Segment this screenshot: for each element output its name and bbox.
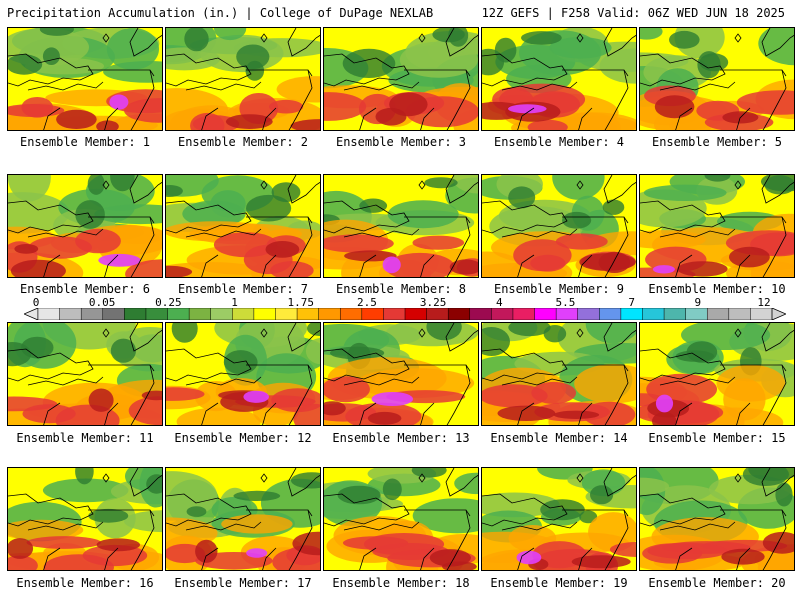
colorbar-bin [145,308,169,320]
ensemble-panel-18 [323,467,479,571]
colorbar-bin [318,308,341,320]
colorbar-bin [750,308,773,320]
member-label: Ensemble Member: 15 [648,431,786,445]
member-label: Ensemble Member: 6 [19,282,151,296]
colorbar-tick-label: 5.5 [555,296,576,309]
colorbar-bin [447,308,471,320]
colorbar-bin [80,308,104,320]
colorbar-tick-label: 1.75 [287,296,314,309]
member-label: Ensemble Member: 2 [177,135,309,149]
colorbar-tick-label: 0.25 [155,296,182,309]
member-label: Ensemble Member: 14 [490,431,628,445]
header-valid-time: 12Z GEFS | F258 Valid: 06Z WED JUN 18 20… [481,6,785,20]
colorbar-bin [167,308,190,320]
colorbar-bin [426,308,449,320]
colorbar-bin [383,308,406,320]
ensemble-panel-8 [323,174,479,278]
colorbar-bin [232,308,255,320]
ensemble-panel-2 [165,27,321,131]
colorbar-bin [599,308,622,320]
colorbar-bin [188,308,212,320]
colorbar-tick-label: 0.05 [88,296,116,309]
member-label: Ensemble Member: 19 [490,576,628,590]
colorbar-tick-label: 4 [495,296,503,309]
member-label: Ensemble Member: 5 [651,135,783,149]
colorbar-bin [663,308,687,320]
colorbar-bin [275,308,298,320]
colorbar-tick-label: 7 [628,296,635,309]
member-label: Ensemble Member: 16 [16,576,154,590]
colorbar-tick-label: 1 [231,296,238,309]
member-label: Ensemble Member: 17 [174,576,312,590]
colorbar-bin [642,308,665,320]
ensemble-panel-4 [481,27,637,131]
colorbar-bin [577,308,600,320]
colorbar-bin [534,308,557,320]
colorbar-bin [404,308,428,320]
colorbar-tick-label: 9 [694,296,702,309]
member-label: Ensemble Member: 7 [177,282,309,296]
colorbar-bin [555,308,579,320]
colorbar-bin [620,308,644,320]
colorbar-right-arrow [771,308,786,320]
ensemble-panel-9 [481,174,637,278]
colorbar-tick-label: 0 [32,296,40,309]
ensemble-panel-13 [323,322,479,426]
colorbar-bin [512,308,536,320]
ensemble-panel-3 [323,27,479,131]
colorbar-bin [37,308,61,320]
colorbar-bin [210,308,233,320]
colorbar-bin [253,308,277,320]
colorbar-bin [469,308,492,320]
colorbar [24,308,786,320]
ensemble-panel-20 [639,467,795,571]
colorbar-bin [59,308,82,320]
colorbar-bin [685,308,708,320]
ensemble-panel-15 [639,322,795,426]
colorbar-bin [124,308,147,320]
colorbar-bin [102,308,125,320]
colorbar-bin [706,308,730,320]
colorbar-bin [296,308,320,320]
member-label: Ensemble Member: 11 [16,431,154,445]
ensemble-panel-14 [481,322,637,426]
ensemble-panel-10 [639,174,795,278]
colorbar-bin [728,308,751,320]
colorbar-bin [339,308,363,320]
ensemble-panel-5 [639,27,795,131]
member-label: Ensemble Member: 1 [19,135,151,149]
member-label: Ensemble Member: 13 [332,431,470,445]
member-label: Ensemble Member: 4 [493,135,625,149]
colorbar-tick-label: 2.5 [356,296,377,309]
colorbar-tick-label: 3.25 [419,296,447,309]
colorbar-tick-label: 12 [757,296,771,309]
ensemble-panel-19 [481,467,637,571]
colorbar-bin [491,308,514,320]
ensemble-panel-16 [7,467,163,571]
colorbar-left-arrow [24,308,39,320]
member-label: Ensemble Member: 9 [493,282,625,296]
header-title: Precipitation Accumulation (in.) | Colle… [7,6,434,20]
ensemble-panel-11 [7,322,163,426]
ensemble-panel-1 [7,27,163,131]
ensemble-panel-6 [7,174,163,278]
member-label: Ensemble Member: 10 [648,282,786,296]
ensemble-panel-7 [165,174,321,278]
ensemble-panel-17 [165,467,321,571]
ensemble-panel-12 [165,322,321,426]
colorbar-bin [361,308,384,320]
member-label: Ensemble Member: 3 [335,135,467,149]
member-label: Ensemble Member: 8 [335,282,467,296]
member-label: Ensemble Member: 12 [174,431,312,445]
member-label: Ensemble Member: 20 [648,576,786,590]
member-label: Ensemble Member: 18 [332,576,470,590]
